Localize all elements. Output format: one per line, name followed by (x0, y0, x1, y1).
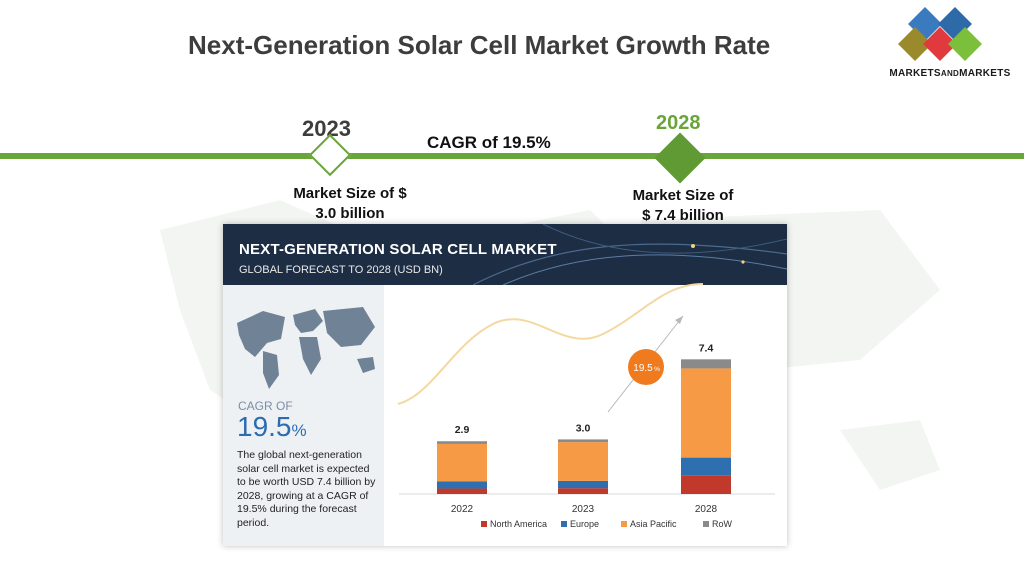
header-light-streaks (472, 224, 787, 285)
summary-panel: CAGR OF 19.5% The global next-generation… (223, 285, 384, 546)
legend-swatch-asia-pacific (621, 521, 627, 527)
bar-segment-north-america-2023 (558, 488, 608, 494)
page-title: Next-Generation Solar Cell Market Growth… (188, 30, 771, 60)
decorative-swoosh (397, 283, 704, 405)
card-header: NEXT-GENERATION SOLAR CELL MARKET GLOBAL… (223, 224, 787, 285)
legend-label-north-america: North America (490, 519, 547, 529)
legend-label-europe: Europe (570, 519, 599, 529)
end-year: 2028 (656, 112, 701, 134)
bar-segment-europe-2028 (681, 457, 731, 476)
card-subtitle: GLOBAL FORECAST TO 2028 (USD BN) (239, 264, 443, 276)
total-label-2022: 2.9 (455, 424, 470, 436)
bar-segment-asia-pacific-2028 (681, 368, 731, 458)
growth-arrow-head-icon (675, 316, 683, 324)
x-tick-label-2028: 2028 (695, 504, 718, 515)
stacked-bar-chart: 2.9 2022 3.0 2023 7.4 2028 19.5 % North America E… (397, 283, 775, 529)
bar-segment-europe-2023 (558, 480, 608, 489)
start-market-size: Market Size of $ 3.0 billion (293, 185, 407, 222)
logo-text: MARKETSANDMARKETS (889, 68, 1011, 79)
card-title: NEXT-GENERATION SOLAR CELL MARKET (239, 241, 557, 258)
cagr-of-label: CAGR OF (238, 399, 293, 413)
logo-diamonds-icon (898, 7, 982, 61)
total-label-2023: 3.0 (576, 422, 591, 434)
world-map-icon (237, 307, 375, 389)
growth-badge-unit: % (654, 366, 660, 373)
bar-segment-asia-pacific-2022 (437, 443, 487, 482)
cagr-value: 19.5% (237, 411, 307, 442)
x-tick-label-2023: 2023 (572, 504, 595, 515)
timeline-bar (0, 153, 1024, 159)
legend-swatch-north-america (481, 521, 487, 527)
legend-swatch-europe (561, 521, 567, 527)
forecast-infographic: NEXT-GENERATION SOLAR CELL MARKET GLOBAL… (223, 224, 787, 546)
bar-segment-row-2023 (558, 439, 608, 443)
bar-segment-row-2028 (681, 359, 731, 369)
total-label-2028: 7.4 (699, 342, 714, 354)
cagr-label: CAGR of 19.5% (427, 133, 551, 152)
legend-swatch-row (703, 521, 709, 527)
bar-segment-north-america-2028 (681, 475, 731, 494)
bar-segment-north-america-2022 (437, 488, 487, 494)
growth-badge (628, 349, 664, 385)
growth-badge-label: 19.5 (633, 363, 653, 374)
legend-label-asia-pacific: Asia Pacific (630, 519, 677, 529)
x-tick-label-2022: 2022 (451, 504, 474, 515)
bar-segment-asia-pacific-2023 (558, 442, 608, 481)
bar-segment-europe-2022 (437, 481, 487, 489)
market-description: The global next-generation solar cell ma… (237, 449, 376, 529)
bar-segment-row-2022 (437, 441, 487, 444)
marketsandmarkets-logo: MARKETSANDMARKETS (885, 6, 1015, 86)
end-market-size: Market Size of $ 7.4 billion (632, 187, 734, 224)
legend-label-row: RoW (712, 519, 733, 529)
